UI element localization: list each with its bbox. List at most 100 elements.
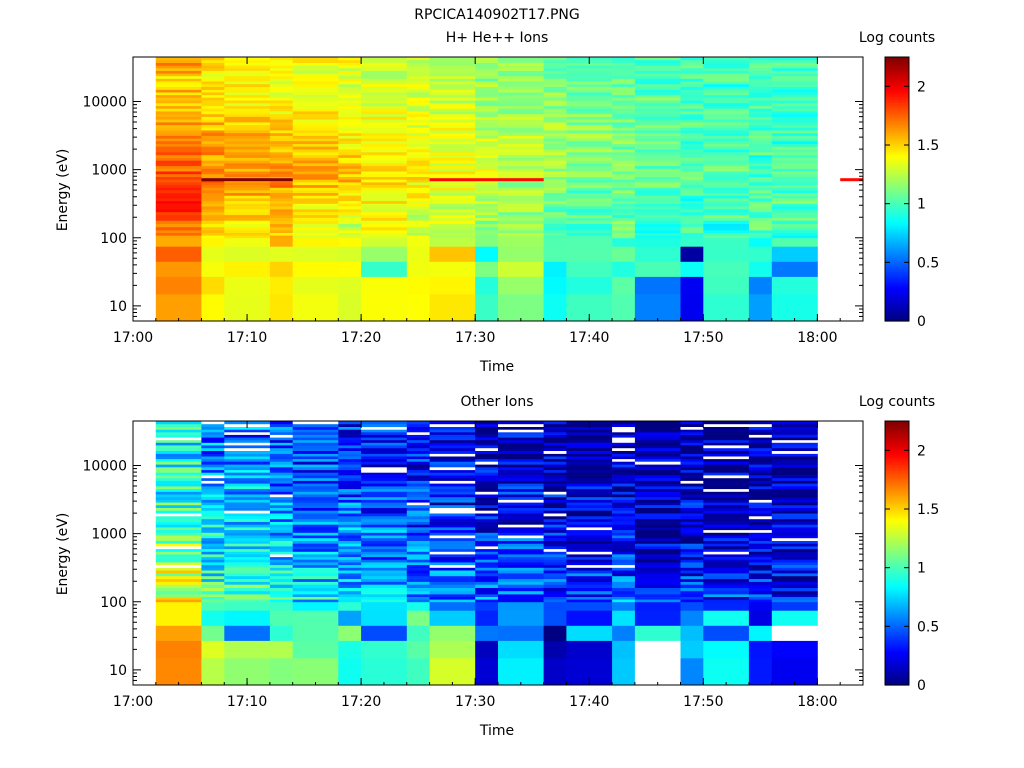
- heatmap-cell: [748, 640, 773, 659]
- heatmap-cell: [498, 421, 544, 425]
- heatmap-cell: [475, 94, 499, 98]
- colorbar-step: [885, 162, 909, 165]
- heatmap-cell: [269, 439, 294, 443]
- heatmap-cell: [269, 584, 294, 588]
- heatmap-cell: [406, 477, 430, 481]
- heatmap-cell: [634, 108, 681, 112]
- heatmap-cell: [361, 111, 408, 115]
- heatmap-cell: [634, 209, 681, 213]
- heatmap-cell: [292, 573, 339, 577]
- heatmap-cell: [566, 590, 613, 595]
- heatmap-cell: [269, 146, 294, 150]
- heatmap-cell: [292, 502, 339, 506]
- heatmap-cell: [338, 102, 362, 107]
- heatmap-cell: [269, 226, 294, 231]
- heatmap-cell: [292, 108, 339, 112]
- figure-title: RPCICA140902T17.PNG: [414, 7, 579, 23]
- heatmap-cell: [269, 171, 294, 175]
- heatmap-cell: [201, 211, 225, 216]
- heatmap-cell: [338, 62, 362, 66]
- heatmap-cell: [201, 504, 225, 508]
- heatmap-cell: [269, 232, 294, 236]
- heatmap-cell: [224, 429, 271, 433]
- heatmap-cell: [429, 223, 476, 228]
- heatmap-cell: [338, 206, 362, 210]
- heatmap-cell: [771, 149, 818, 153]
- heatmap-cell: [498, 453, 544, 457]
- colorbar-step: [885, 141, 909, 145]
- heatmap-cell: [634, 640, 681, 659]
- heatmap-cell: [155, 599, 202, 603]
- heatmap-cell: [429, 192, 476, 196]
- heatmap-cell: [612, 567, 636, 571]
- colorbar-step: [885, 524, 909, 527]
- heatmap-cell: [338, 57, 362, 61]
- heatmap-cell: [155, 590, 202, 595]
- heatmap-cell: [703, 75, 750, 79]
- colorbar-step: [885, 201, 909, 205]
- heatmap-cell: [475, 140, 499, 144]
- colorbar-step: [885, 73, 909, 77]
- heatmap-cell: [680, 261, 704, 277]
- heatmap-cell: [612, 594, 636, 597]
- heatmap-cell: [498, 105, 544, 109]
- heatmap-cell: [612, 237, 636, 247]
- heatmap-cell: [338, 564, 362, 568]
- heatmap-cell: [406, 152, 430, 156]
- heatmap-cell: [612, 516, 636, 520]
- heatmap-cell: [429, 146, 476, 150]
- heatmap-cell: [771, 601, 818, 611]
- heatmap-cell: [771, 65, 818, 69]
- heatmap-cell: [566, 168, 613, 172]
- colorbar-step: [885, 588, 909, 591]
- heatmap-cell: [498, 596, 544, 600]
- heatmap-cell: [543, 590, 567, 595]
- heatmap-cell: [634, 548, 681, 552]
- heatmap-cell: [201, 203, 225, 207]
- heatmap-cell: [680, 73, 704, 77]
- heatmap-cell: [338, 527, 362, 531]
- heatmap-cell: [634, 138, 681, 142]
- colorbar-step: [885, 484, 909, 488]
- colorbar-step: [885, 561, 909, 564]
- heatmap-cell: [155, 610, 202, 626]
- colorbar-step: [885, 145, 909, 149]
- heatmap-cell: [703, 529, 750, 533]
- heatmap-cell: [543, 562, 567, 566]
- heatmap-cell: [224, 184, 271, 188]
- heatmap-cell: [269, 575, 294, 580]
- heatmap-cell: [680, 276, 704, 295]
- heatmap-cell: [269, 261, 294, 277]
- heatmap-cell: [475, 513, 499, 517]
- heatmap-cell: [566, 442, 613, 446]
- heatmap-cell: [338, 421, 362, 425]
- heatmap-cell: [155, 429, 202, 433]
- heatmap-cell: [201, 113, 225, 117]
- heatmap-cell: [406, 575, 430, 580]
- heatmap-cell: [429, 437, 476, 441]
- heatmap-cell: [338, 488, 362, 492]
- heatmap-cell: [680, 203, 704, 207]
- heatmap-cell: [338, 163, 362, 167]
- heatmap-cell: [269, 421, 294, 425]
- heatmap-cell: [429, 421, 476, 425]
- heatmap-cell: [612, 466, 636, 471]
- heatmap-cell: [406, 516, 430, 520]
- heatmap-cell: [429, 198, 476, 202]
- colorbar-step: [885, 652, 909, 655]
- heatmap-cell: [680, 198, 704, 202]
- heatmap-cell: [155, 587, 202, 592]
- heatmap-cell: [338, 456, 362, 460]
- heatmap-cell: [634, 78, 681, 82]
- colorbar-step: [885, 205, 909, 209]
- heatmap-cell: [771, 510, 818, 514]
- heatmap-cell: [201, 442, 225, 446]
- heatmap-cell: [338, 138, 362, 142]
- heatmap-cell: [429, 206, 476, 210]
- heatmap-cell: [269, 62, 294, 66]
- heatmap-cell: [703, 116, 750, 120]
- colorbar-step: [885, 290, 909, 293]
- heatmap-cell: [703, 516, 750, 520]
- heatmap-cell: [429, 176, 476, 180]
- heatmap-cell: [748, 596, 773, 600]
